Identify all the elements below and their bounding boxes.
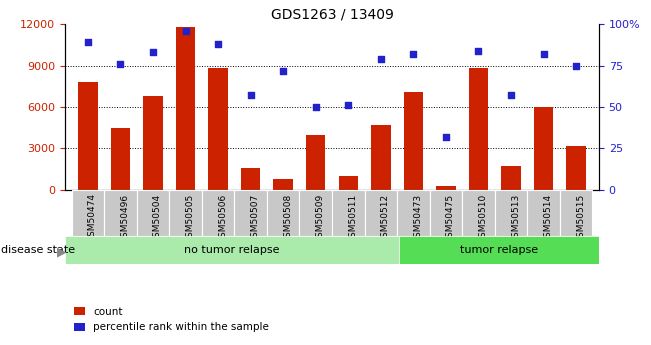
Text: GSM50509: GSM50509 <box>316 194 325 243</box>
Point <box>343 102 353 108</box>
Bar <box>430 190 462 236</box>
Point <box>571 63 581 68</box>
Bar <box>365 190 397 236</box>
Text: GSM50473: GSM50473 <box>413 194 422 243</box>
Point <box>213 41 223 47</box>
Point <box>311 104 321 110</box>
Bar <box>398 236 599 264</box>
Bar <box>462 190 495 236</box>
Bar <box>234 190 267 236</box>
Bar <box>202 190 234 236</box>
Bar <box>469 68 488 190</box>
Title: GDS1263 / 13409: GDS1263 / 13409 <box>271 8 393 22</box>
Text: GSM50506: GSM50506 <box>218 194 227 243</box>
Text: GSM50514: GSM50514 <box>544 194 553 243</box>
Bar <box>332 190 365 236</box>
Text: GSM50510: GSM50510 <box>478 194 488 243</box>
Point <box>376 56 386 62</box>
Point <box>473 48 484 53</box>
Bar <box>104 190 137 236</box>
Point <box>83 40 93 45</box>
Bar <box>560 190 592 236</box>
Text: GSM50474: GSM50474 <box>88 194 97 243</box>
Text: GSM50496: GSM50496 <box>120 194 130 243</box>
Bar <box>78 82 98 190</box>
Bar <box>241 168 260 190</box>
Point <box>538 51 549 57</box>
Bar <box>72 190 104 236</box>
Text: GSM50505: GSM50505 <box>186 194 195 243</box>
Bar <box>436 186 456 190</box>
Bar <box>339 176 358 190</box>
Text: GSM50507: GSM50507 <box>251 194 260 243</box>
Legend: count, percentile rank within the sample: count, percentile rank within the sample <box>70 303 273 336</box>
Text: GSM50512: GSM50512 <box>381 194 390 243</box>
Text: GSM50504: GSM50504 <box>153 194 162 243</box>
Bar <box>299 190 332 236</box>
Text: GSM50508: GSM50508 <box>283 194 292 243</box>
Bar <box>169 190 202 236</box>
Bar <box>495 190 527 236</box>
Bar <box>371 125 391 190</box>
Bar <box>404 92 423 190</box>
Point <box>180 28 191 33</box>
Point <box>148 50 158 55</box>
Bar <box>566 146 586 190</box>
Text: GSM50515: GSM50515 <box>576 194 585 243</box>
Bar <box>273 179 293 190</box>
Text: GSM50513: GSM50513 <box>511 194 520 243</box>
Text: no tumor relapse: no tumor relapse <box>184 245 280 255</box>
Point <box>441 134 451 139</box>
Point <box>278 68 288 73</box>
Text: disease state: disease state <box>1 245 75 255</box>
Text: GSM50511: GSM50511 <box>348 194 357 243</box>
Text: tumor relapse: tumor relapse <box>460 245 538 255</box>
Bar <box>397 190 430 236</box>
Point <box>115 61 126 67</box>
Bar <box>306 135 326 190</box>
Point <box>245 92 256 98</box>
Bar <box>534 107 553 190</box>
Point <box>506 92 516 98</box>
Bar <box>267 190 299 236</box>
Bar <box>137 190 169 236</box>
Text: ▶: ▶ <box>57 245 67 258</box>
Point <box>408 51 419 57</box>
Bar <box>143 96 163 190</box>
Bar <box>176 27 195 190</box>
Bar <box>111 128 130 190</box>
Text: GSM50475: GSM50475 <box>446 194 455 243</box>
Bar <box>501 166 521 190</box>
Bar <box>208 68 228 190</box>
Bar <box>527 190 560 236</box>
Bar <box>65 236 398 264</box>
